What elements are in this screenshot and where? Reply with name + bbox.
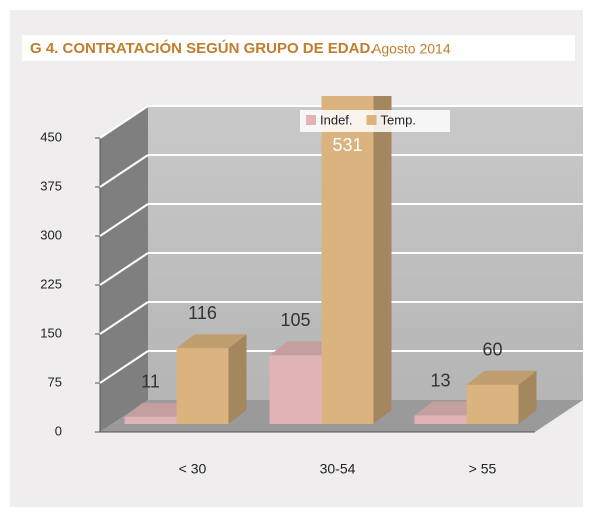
- y-tick-label: 225: [40, 276, 62, 291]
- legend-label: Temp.: [381, 112, 416, 127]
- y-tick-label: 0: [55, 423, 62, 438]
- grid-line: [99, 154, 149, 188]
- x-tick-label: 30-54: [320, 461, 356, 477]
- plot: 0 75 150 225 300 375 450 < 30 11 116 30-54 105 531 > …: [40, 96, 583, 477]
- grid-line: [99, 252, 149, 286]
- title-band: [22, 35, 575, 61]
- chart-title: G 4. CONTRATACIÓN SEGÚN GRUPO DE EDAD.: [30, 39, 374, 57]
- data-label: 105: [280, 310, 310, 330]
- data-label: 60: [482, 340, 502, 360]
- y-tick-label: 150: [40, 325, 62, 340]
- data-label: 116: [188, 303, 217, 323]
- bar: [269, 355, 322, 424]
- bar-side: [373, 96, 392, 424]
- bars: [124, 96, 537, 424]
- grid-line: [99, 301, 149, 335]
- grid-line: [99, 105, 149, 139]
- y-tick-label: 450: [40, 129, 62, 144]
- bar-side: [228, 334, 247, 424]
- bar-top: [176, 334, 247, 349]
- data-label: 531: [332, 135, 362, 155]
- x-tick-label: > 55: [469, 461, 497, 477]
- y-tick-label: 300: [40, 227, 62, 242]
- legend: Indef. Temp.: [300, 110, 450, 132]
- bar: [466, 384, 519, 424]
- bar-top: [466, 370, 537, 385]
- data-label: 11: [141, 372, 160, 392]
- bar-side: [518, 370, 537, 424]
- y-tick-label: 375: [40, 178, 62, 193]
- bar: [321, 96, 374, 424]
- legend-swatch: [306, 115, 316, 125]
- chart-subtitle: Agosto 2014: [372, 41, 451, 57]
- bar: [124, 416, 177, 424]
- legend-label: Indef.: [320, 112, 353, 127]
- bar: [176, 348, 229, 424]
- data-label: 13: [430, 370, 450, 390]
- grid-line: [99, 203, 149, 237]
- legend-swatch: [366, 115, 377, 125]
- bar: [414, 415, 467, 424]
- grid-line: [99, 350, 149, 384]
- y-tick-label: 75: [48, 374, 62, 389]
- x-tick-label: < 30: [179, 461, 207, 477]
